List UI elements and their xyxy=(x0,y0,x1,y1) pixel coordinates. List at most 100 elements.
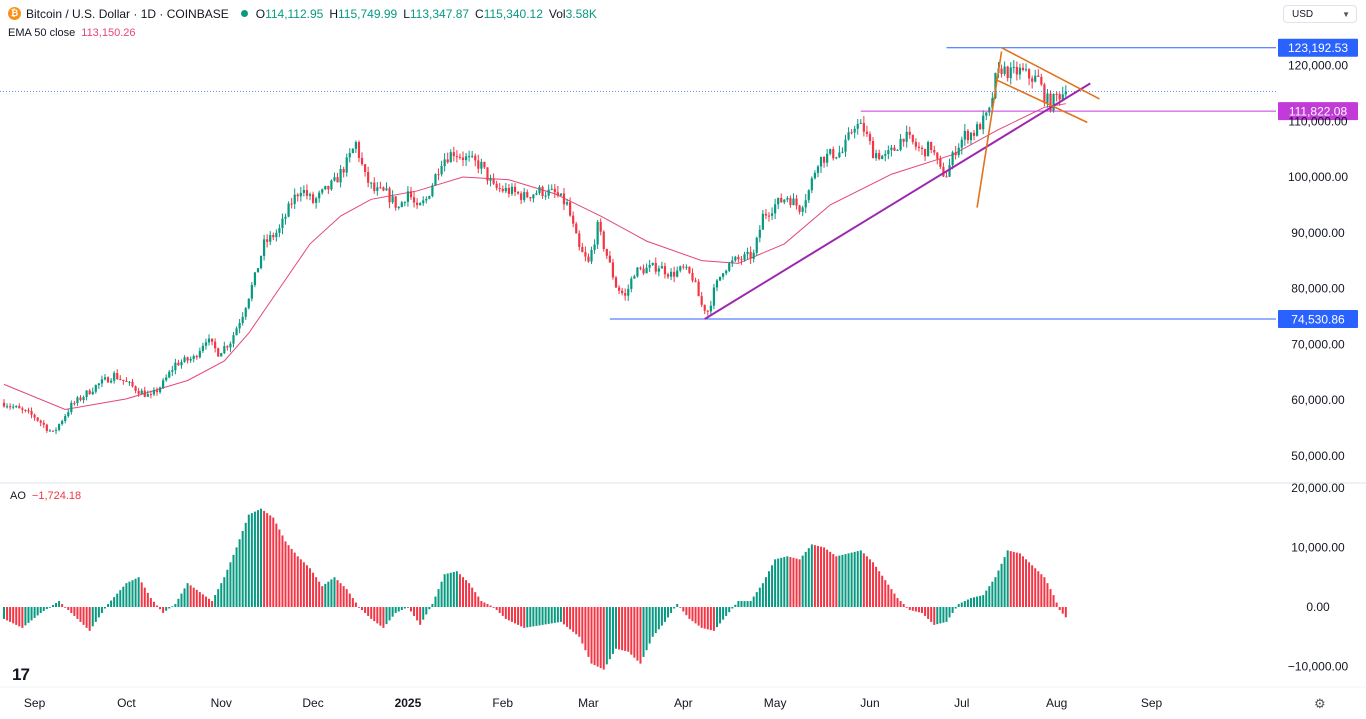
candle xyxy=(963,124,966,146)
ao-bar xyxy=(608,607,611,660)
candle xyxy=(703,304,706,314)
candle xyxy=(360,152,364,166)
candle-body xyxy=(299,192,302,197)
candle-body xyxy=(829,149,832,154)
ao-bar xyxy=(1049,589,1052,607)
candle-body xyxy=(923,149,927,157)
candle xyxy=(510,183,514,196)
candle-body xyxy=(1058,94,1061,100)
ao-bar xyxy=(165,607,168,611)
tradingview-logo-icon[interactable]: 17 xyxy=(12,665,30,684)
candle xyxy=(308,192,312,201)
candle xyxy=(627,284,630,301)
ao-bar xyxy=(691,607,694,622)
candle xyxy=(835,156,838,160)
candle xyxy=(382,186,385,192)
ao-bar xyxy=(725,607,728,616)
ao-bar xyxy=(633,607,636,658)
ao-bar xyxy=(370,607,373,619)
candle-body xyxy=(936,152,939,159)
ao-bar xyxy=(223,577,226,607)
ao-bar xyxy=(862,553,865,607)
ao-bar xyxy=(97,607,100,618)
ao-bar xyxy=(388,607,391,621)
candle xyxy=(302,185,305,197)
candle-body xyxy=(165,377,168,381)
candle xyxy=(547,184,550,199)
time-tick-label: Dec xyxy=(302,696,323,710)
ao-bar xyxy=(829,551,832,607)
candle-body xyxy=(351,148,354,154)
ao-bar xyxy=(786,556,789,607)
time-tick-label: Mar xyxy=(578,696,599,710)
candle xyxy=(783,199,786,205)
candle-body xyxy=(642,268,645,274)
candle xyxy=(685,264,688,271)
candle-body xyxy=(565,202,569,205)
candle xyxy=(422,196,425,206)
candle-body xyxy=(749,251,752,259)
ao-bar xyxy=(559,607,562,622)
candle-body xyxy=(79,397,82,401)
settings-icon[interactable]: ⚙ xyxy=(1314,696,1326,711)
candle-body xyxy=(801,207,804,212)
ao-bar xyxy=(755,592,758,607)
candle-body xyxy=(770,213,774,216)
ao-bar xyxy=(198,592,201,607)
candle-body xyxy=(12,406,15,408)
ohlc-open: O114,112.95 xyxy=(255,7,324,22)
candle xyxy=(2,399,6,408)
candle xyxy=(538,185,541,196)
ao-bar xyxy=(422,607,425,620)
candle xyxy=(979,122,982,130)
candle xyxy=(881,155,884,160)
candle-body xyxy=(281,218,284,229)
ao-bar xyxy=(599,607,602,669)
candle-body xyxy=(856,123,859,129)
ao-bar xyxy=(813,545,816,607)
candle xyxy=(914,138,917,151)
ao-bar xyxy=(379,607,382,626)
ao-bar xyxy=(385,607,388,625)
candle-body xyxy=(951,152,954,166)
candle xyxy=(348,148,351,163)
ao-bar xyxy=(544,607,547,625)
ao-bar xyxy=(942,607,945,623)
legend-ema[interactable]: EMA 50 close 113,150.26 xyxy=(8,25,136,39)
market-open-dot-icon xyxy=(240,10,248,18)
candle-body xyxy=(315,198,318,203)
candle-body xyxy=(186,357,189,361)
ao-bar xyxy=(596,607,599,667)
candle xyxy=(1003,61,1006,77)
candle-body xyxy=(94,385,97,392)
ao-bar xyxy=(498,607,501,613)
candle-body xyxy=(480,161,483,169)
candle-body xyxy=(61,421,64,425)
candle xyxy=(764,209,768,220)
candle-body xyxy=(489,178,492,181)
ao-bar xyxy=(67,607,70,610)
candle-body xyxy=(57,424,61,430)
ao-bar xyxy=(807,548,810,607)
candle xyxy=(397,206,400,210)
candle-body xyxy=(308,194,312,196)
candle-body xyxy=(780,197,783,203)
candle-body xyxy=(685,266,688,268)
candle xyxy=(226,345,229,351)
currency-select[interactable]: USD ▼ xyxy=(1283,5,1357,23)
legend-ao[interactable]: AO −1,724.18 xyxy=(10,490,81,502)
candle xyxy=(982,110,985,135)
ao-tick-label: 10,000.00 xyxy=(1291,540,1345,554)
candle-body xyxy=(948,165,951,177)
ao-bar xyxy=(847,553,850,607)
candle-body xyxy=(516,191,520,194)
candle xyxy=(617,285,621,295)
candle-body xyxy=(217,348,220,357)
candle xyxy=(180,359,183,369)
symbol-title[interactable]: Bitcoin / U.S. Dollar · 1D · COINBASE xyxy=(26,6,229,21)
ao-bar xyxy=(963,601,966,607)
candle xyxy=(605,248,608,260)
ao-bar xyxy=(208,598,211,607)
ao-bar xyxy=(88,607,91,631)
